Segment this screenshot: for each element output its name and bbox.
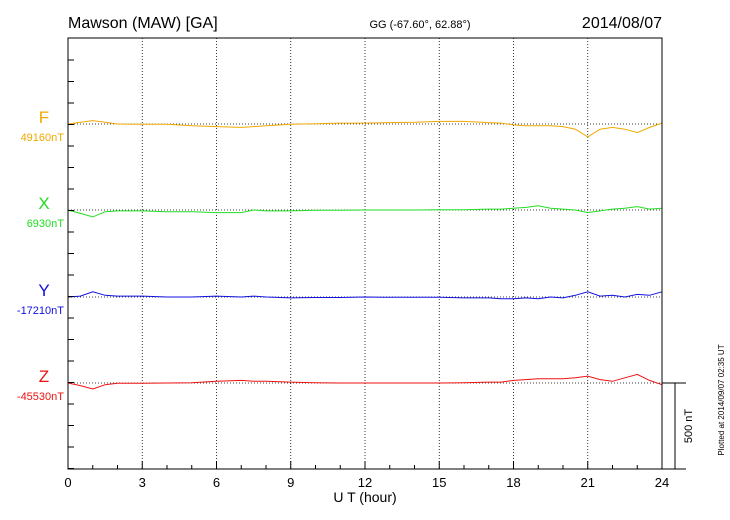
series-name-z: Z (39, 367, 49, 386)
series-name-x: X (38, 194, 49, 213)
chart-date: 2014/08/07 (582, 15, 662, 32)
series-line-x (67, 205, 663, 218)
series-baseline-y: -17210nT (17, 305, 64, 317)
series-name-y: Y (38, 281, 49, 300)
station-coordinates: GG (-67.60°, 62.88°) (369, 19, 470, 31)
x-axis-label: U T (hour) (333, 489, 396, 505)
x-tick-label: 21 (581, 475, 595, 490)
x-tick-label: 6 (213, 475, 220, 490)
x-tick-label: 24 (655, 475, 669, 490)
scale-bar: 500 nT (662, 382, 695, 470)
plotted-timestamp: Plotted at 2014/09/07 02:35 UT (717, 344, 726, 455)
series-baseline-x: 6930nT (27, 218, 65, 230)
x-tick-label: 9 (287, 475, 294, 490)
x-tick-label: 12 (358, 475, 372, 490)
series-name-f: F (39, 108, 49, 127)
x-tick-label: 15 (432, 475, 446, 490)
series-line-f (67, 120, 663, 138)
chart-title: Mawson (MAW) [GA] (68, 15, 218, 32)
scale-bar-label: 500 nT (683, 409, 695, 444)
series-labels: F 49160nT X 6930nT Y -17210nT Z -45530nT (17, 108, 64, 403)
x-tick-label: 0 (64, 475, 71, 490)
axis-ticks: 0 3 6 9 12 15 18 21 24 (64, 59, 669, 490)
series-line-y (67, 291, 663, 300)
series-baseline-f: 49160nT (21, 132, 65, 144)
series-baseline-z: -45530nT (17, 391, 64, 403)
x-tick-label: 3 (139, 475, 146, 490)
x-tick-label: 18 (506, 475, 520, 490)
series-lines (67, 120, 663, 390)
series-line-z (67, 373, 663, 390)
grid-lines (68, 38, 662, 469)
